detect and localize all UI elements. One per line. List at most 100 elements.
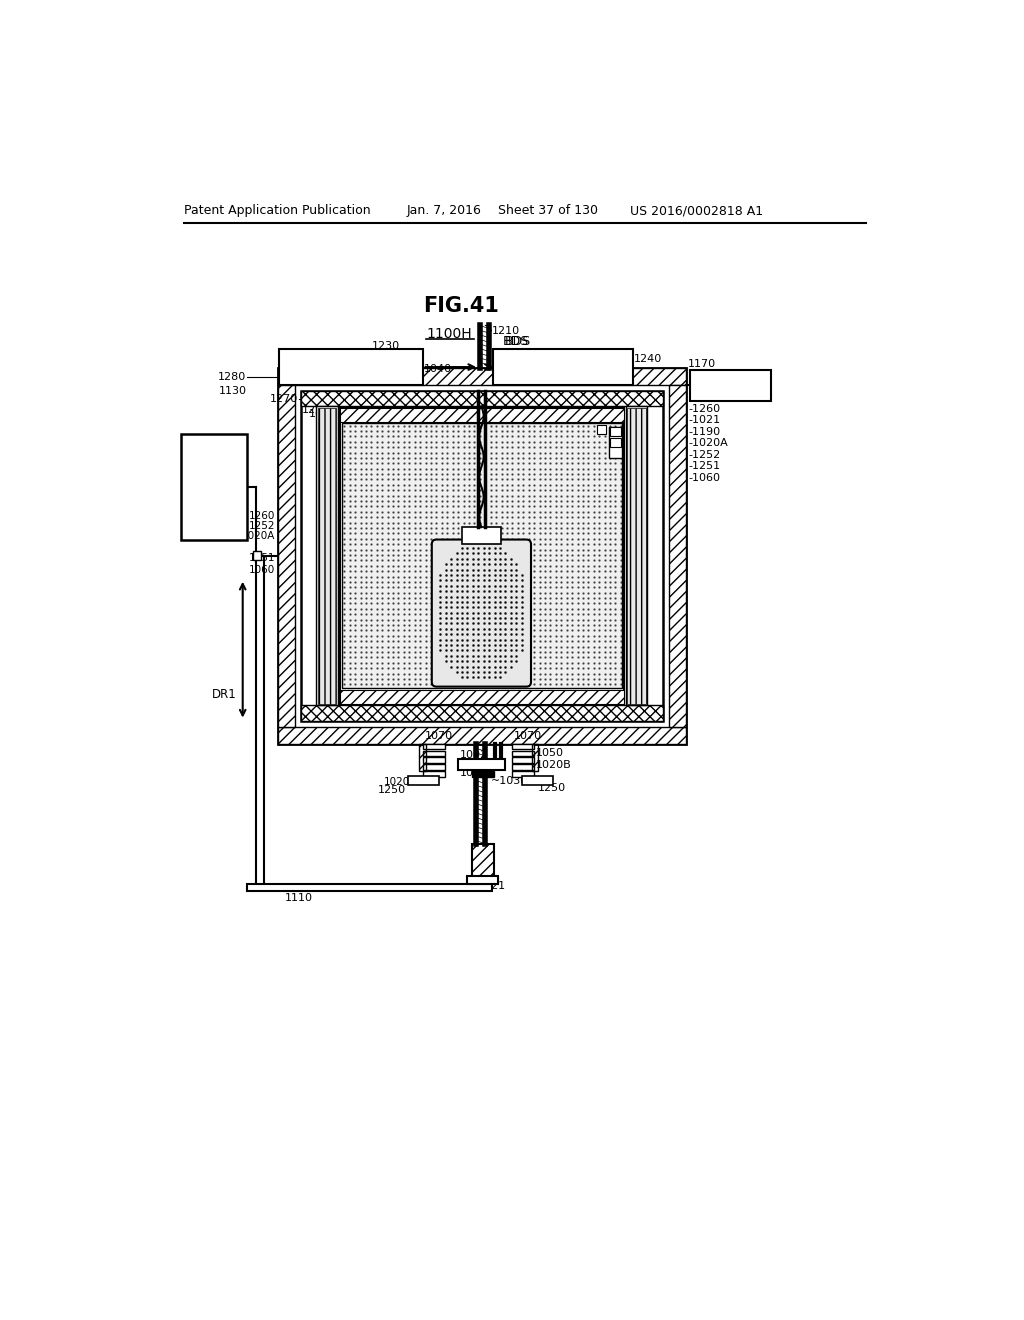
Bar <box>342 424 622 688</box>
Bar <box>512 771 535 776</box>
Bar <box>420 743 426 771</box>
Text: 1110: 1110 <box>286 892 313 903</box>
Bar <box>512 764 535 770</box>
Text: -1252: -1252 <box>688 450 721 459</box>
Text: 1290: 1290 <box>302 405 330 416</box>
FancyBboxPatch shape <box>432 540 531 686</box>
Bar <box>180 434 247 540</box>
Text: 1250: 1250 <box>538 783 566 793</box>
Text: 1020B: 1020B <box>536 760 571 770</box>
Bar <box>472 771 494 776</box>
Text: BDS: BDS <box>505 335 530 348</box>
Bar <box>462 527 501 544</box>
Bar <box>626 407 647 705</box>
Text: 1120: 1120 <box>336 393 362 404</box>
Text: Jan. 7, 2016: Jan. 7, 2016 <box>407 205 482 218</box>
Bar <box>597 425 606 434</box>
Bar <box>278 726 686 743</box>
Text: 1160: 1160 <box>594 445 621 454</box>
Text: VIBRATION: VIBRATION <box>323 355 378 366</box>
Text: -1280: -1280 <box>688 380 721 391</box>
Text: 1001: 1001 <box>317 425 345 434</box>
Bar <box>278 385 295 726</box>
Text: VIBRATION: VIBRATION <box>535 355 591 366</box>
Text: ~1030: ~1030 <box>490 776 528 785</box>
Bar <box>423 758 445 763</box>
Text: 1020: 1020 <box>594 453 621 463</box>
Bar <box>408 776 438 785</box>
Bar <box>458 759 505 770</box>
Text: 1240: 1240 <box>634 354 663 363</box>
Bar <box>608 428 623 458</box>
Text: 1022: 1022 <box>487 511 516 520</box>
Text: -1190: -1190 <box>688 426 721 437</box>
Bar <box>522 776 554 785</box>
Bar <box>493 350 633 385</box>
Text: 1010: 1010 <box>594 462 621 473</box>
Bar <box>423 743 445 748</box>
Text: 1210: 1210 <box>492 326 519 335</box>
Bar <box>467 876 499 884</box>
Bar <box>627 408 646 704</box>
Text: 1170: 1170 <box>688 359 717 370</box>
Text: 1130: 1130 <box>218 385 247 396</box>
Text: -1251: -1251 <box>688 462 721 471</box>
Bar <box>340 408 624 704</box>
Text: BDS: BDS <box>503 335 528 348</box>
Text: -1024: -1024 <box>688 392 721 403</box>
Text: 1023: 1023 <box>369 393 395 404</box>
Text: 1121: 1121 <box>477 880 506 891</box>
Bar <box>512 751 535 756</box>
Text: 1031: 1031 <box>460 768 487 777</box>
Text: -1260: -1260 <box>688 404 721 413</box>
Text: 1250: 1250 <box>378 785 407 795</box>
Text: GAS: GAS <box>201 470 225 483</box>
Bar <box>512 758 535 763</box>
Text: VACUUM PUMP: VACUUM PUMP <box>692 375 769 385</box>
Bar <box>610 438 621 447</box>
Text: 1270: 1270 <box>270 393 299 404</box>
Text: Patent Application Publication: Patent Application Publication <box>183 205 371 218</box>
Text: 1020A: 1020A <box>242 532 275 541</box>
Text: -1270: -1270 <box>688 370 721 379</box>
Text: CYLINDER: CYLINDER <box>184 482 243 495</box>
Text: 1150: 1150 <box>594 436 621 445</box>
Text: 1005: 1005 <box>432 532 460 541</box>
Bar <box>278 368 686 743</box>
Text: 1252: 1252 <box>249 521 275 532</box>
Text: 1251: 1251 <box>249 553 275 564</box>
Bar <box>610 428 621 437</box>
Text: US 2016/0002818 A1: US 2016/0002818 A1 <box>630 205 763 218</box>
Text: 1220: 1220 <box>492 358 520 368</box>
Text: 1002: 1002 <box>460 750 487 760</box>
Bar <box>247 884 493 891</box>
Text: 1230: 1230 <box>372 342 400 351</box>
Text: 1003: 1003 <box>528 607 557 618</box>
Text: -1021: -1021 <box>688 416 721 425</box>
Bar <box>512 743 535 748</box>
Text: -1020A: -1020A <box>688 438 728 449</box>
Text: 1020B: 1020B <box>384 777 417 787</box>
Bar <box>669 385 686 726</box>
Bar <box>423 771 445 776</box>
Bar <box>278 368 686 385</box>
Text: 1050: 1050 <box>536 748 563 758</box>
Text: 1040: 1040 <box>424 363 453 374</box>
Bar <box>340 689 624 704</box>
Text: 1180: 1180 <box>594 426 621 436</box>
Text: DETECTION UNIT: DETECTION UNIT <box>519 366 606 376</box>
Text: FIG.41: FIG.41 <box>423 296 499 317</box>
Text: APPLICATION UNIT: APPLICATION UNIT <box>303 366 398 376</box>
Text: 1260: 1260 <box>249 511 275 520</box>
Bar <box>690 370 771 401</box>
Bar <box>472 843 494 878</box>
Bar <box>253 552 260 560</box>
Text: 1090: 1090 <box>303 393 330 404</box>
Bar <box>301 705 663 721</box>
Text: 1100H: 1100H <box>427 327 472 341</box>
Text: 1024: 1024 <box>309 409 337 418</box>
Bar <box>423 764 445 770</box>
Bar <box>317 408 337 704</box>
Text: 1070: 1070 <box>514 731 542 741</box>
Bar <box>531 743 538 771</box>
